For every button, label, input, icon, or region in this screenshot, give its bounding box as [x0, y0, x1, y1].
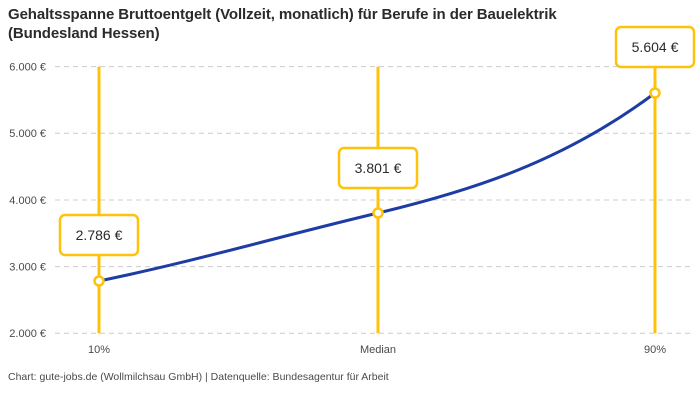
ytick-5000: 5.000 € [9, 128, 46, 140]
chart-title: Gehaltsspanne Bruttoentgelt (Vollzeit, m… [8, 5, 668, 43]
value-label-10pct: 2.786 € [76, 227, 123, 243]
xtick-median: Median [360, 344, 396, 356]
ytick-6000: 6.000 € [9, 62, 46, 74]
value-box-10pct [58, 213, 140, 257]
ytick-3000: 3.000 € [9, 262, 46, 274]
chart-title-line-2: (Bundesland Hessen) [8, 25, 160, 43]
data-point-10pct [93, 275, 105, 287]
chart-title-line-1: Gehaltsspanne Bruttoentgelt (Vollzeit, m… [8, 6, 557, 23]
xtick-10pct: 10% [88, 344, 110, 356]
xtick-90pct: 90% [644, 344, 666, 356]
data-point-90pct [649, 87, 661, 99]
ytick-2000: 2.000 € [9, 328, 46, 340]
value-box-90pct [614, 25, 696, 69]
ytick-4000: 4.000 € [9, 195, 46, 207]
chart-source-attribution: Chart: gute-jobs.de (Wollmilchsau GmbH) … [8, 371, 389, 383]
value-label-90pct: 5.604 € [632, 39, 679, 55]
value-box-median [337, 146, 419, 190]
value-label-median: 3.801 € [355, 160, 402, 176]
data-point-median [372, 207, 384, 219]
